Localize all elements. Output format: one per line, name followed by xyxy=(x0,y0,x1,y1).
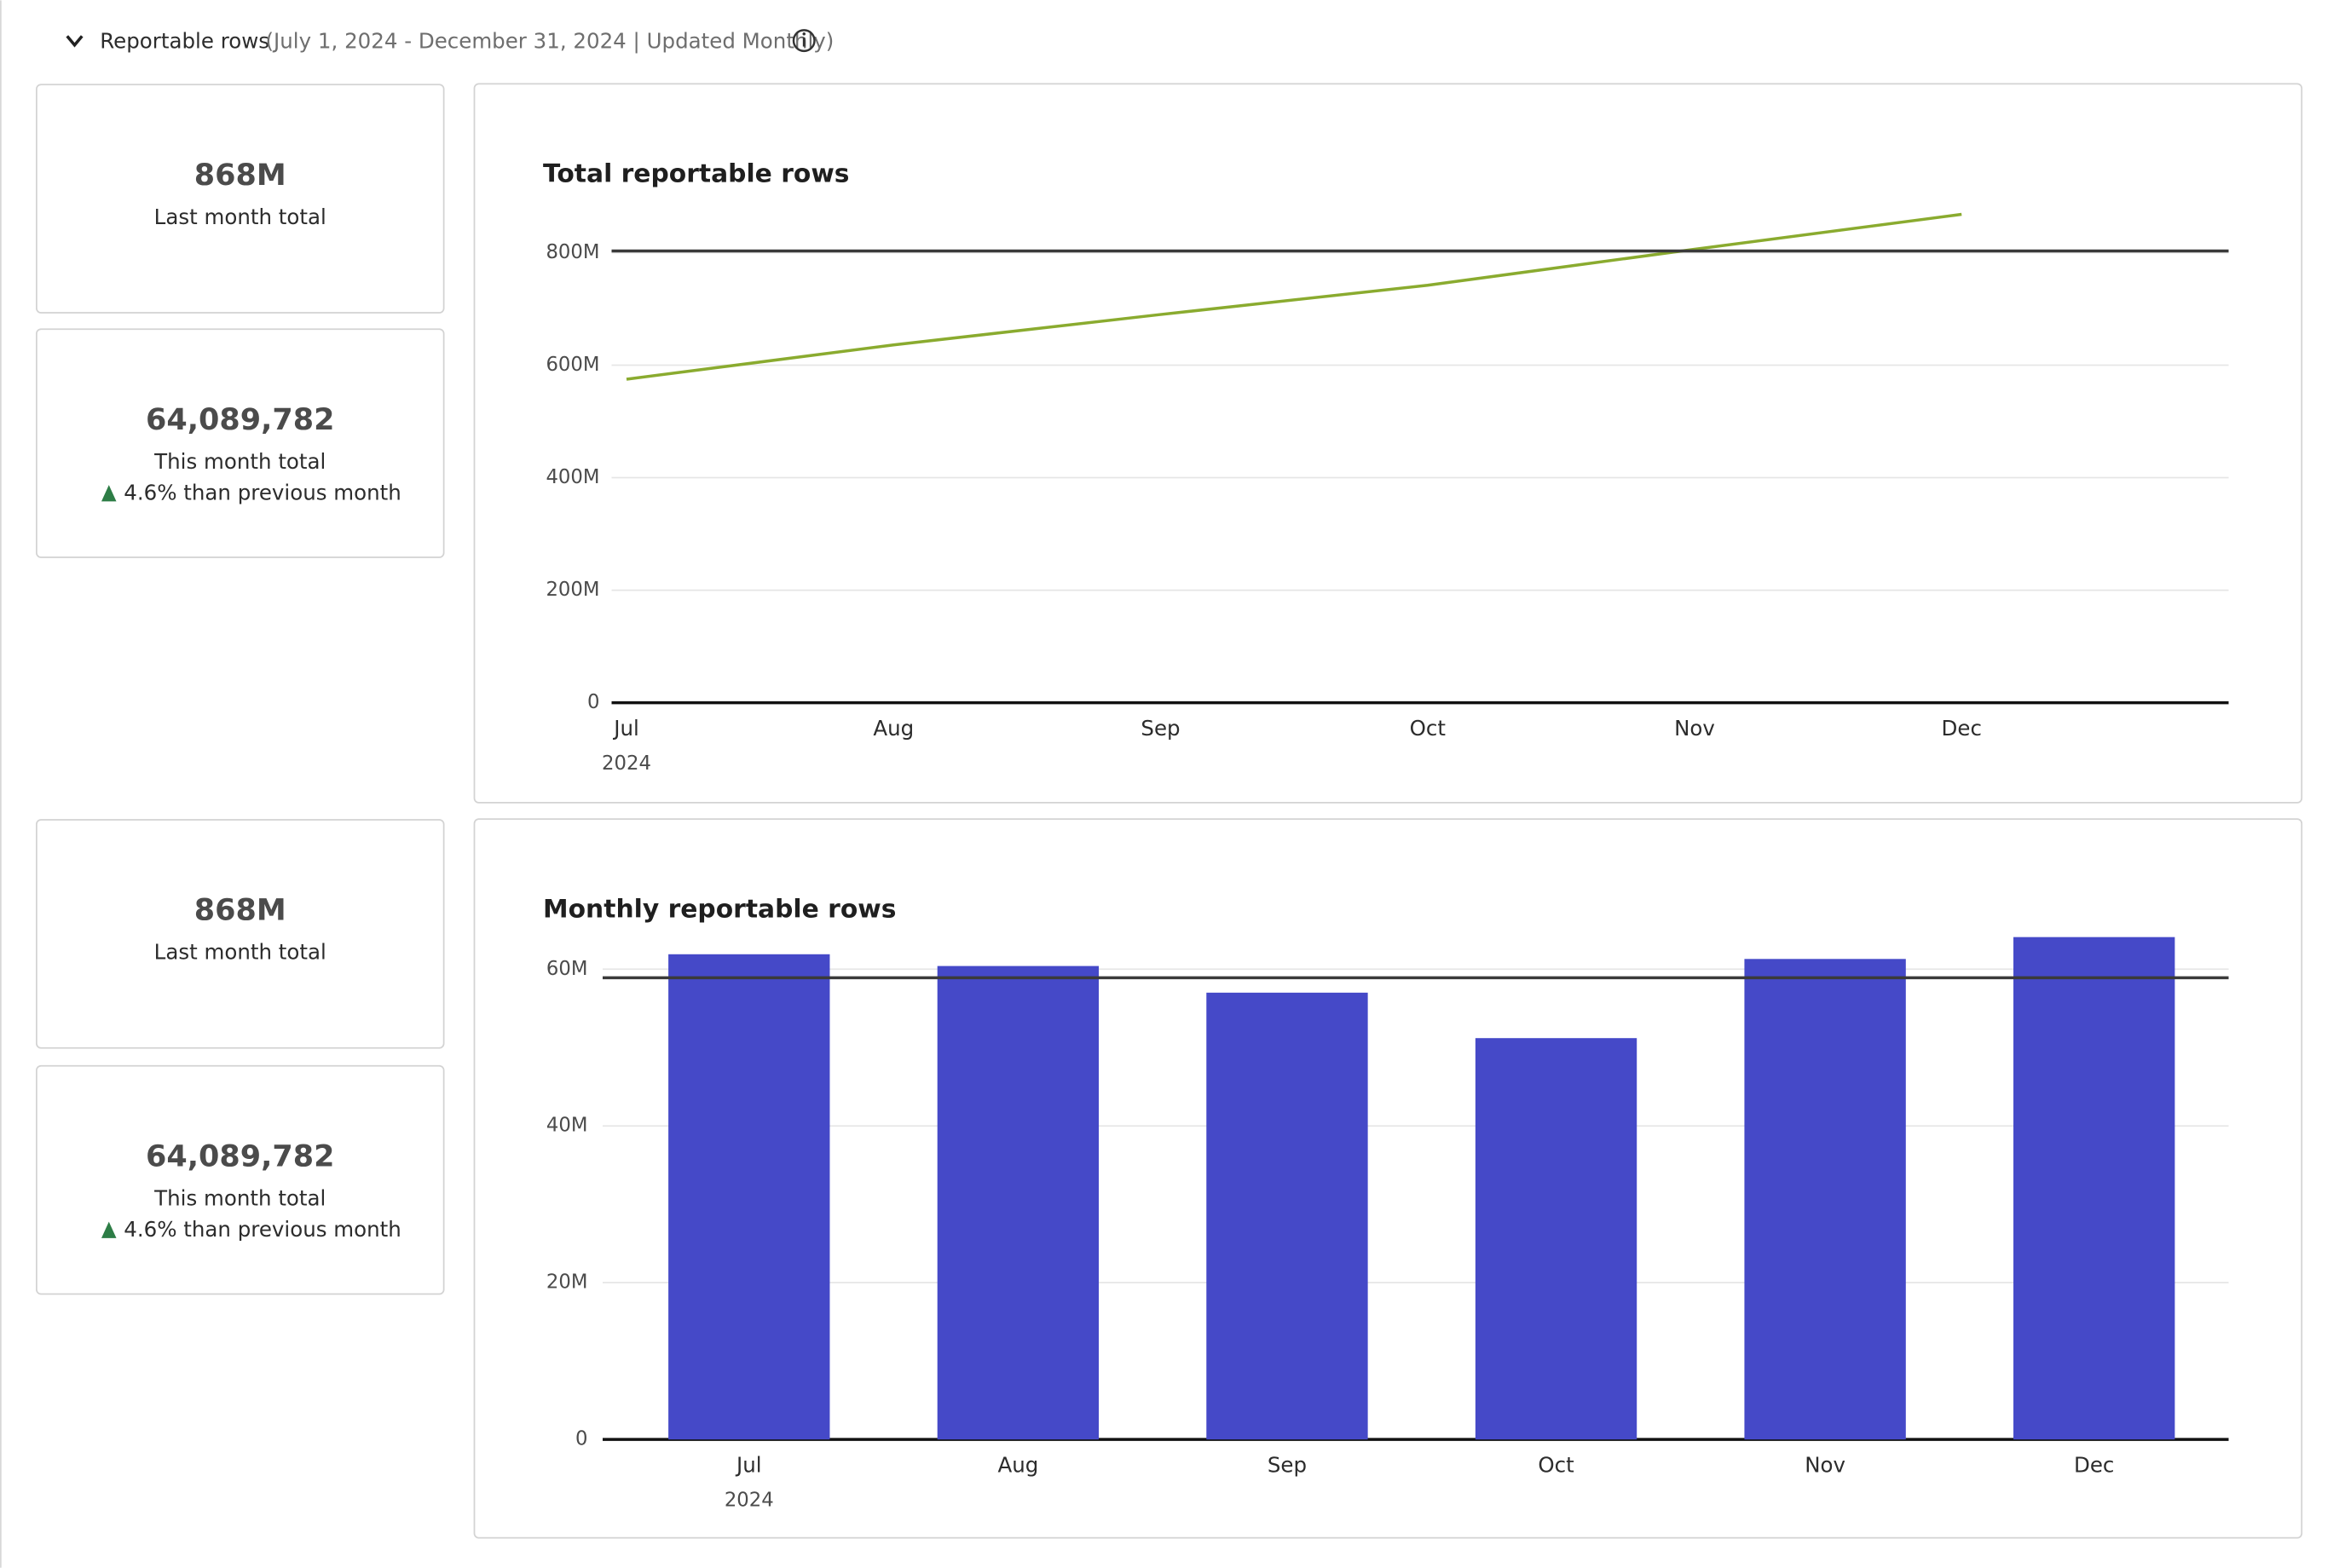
x-tick-label: Nov xyxy=(1805,1453,1845,1478)
bar xyxy=(668,954,830,1440)
x-tick-label: Dec xyxy=(2074,1453,2114,1478)
y-tick-label: 60M xyxy=(546,958,588,980)
kpi-change: 4.6% than previous month xyxy=(124,1217,401,1242)
bar xyxy=(1206,992,1368,1440)
x-tick-label: Oct xyxy=(1410,716,1447,741)
kpi-value: 868M xyxy=(194,894,286,928)
kpi-label: This month total xyxy=(153,1185,326,1210)
section-title: Reportable rows xyxy=(100,28,269,53)
x-tick-label: Sep xyxy=(1141,716,1180,741)
x-year-label: 2024 xyxy=(602,752,651,775)
kpi-card xyxy=(36,819,445,1049)
y-tick-label: 800M xyxy=(546,241,599,263)
y-tick-label: 400M xyxy=(546,466,599,488)
up-triangle xyxy=(101,1221,117,1238)
x-tick-label: Sep xyxy=(1268,1453,1307,1478)
x-year-label: 2024 xyxy=(725,1489,774,1511)
bar xyxy=(2013,937,2175,1440)
x-tick-label: Jul xyxy=(735,1453,762,1478)
chart-title: Monthly reportable rows xyxy=(543,894,896,924)
kpi-card xyxy=(36,84,445,314)
x-tick-label: Oct xyxy=(1538,1453,1574,1478)
x-tick-label: Nov xyxy=(1674,716,1715,741)
kpi-card xyxy=(36,328,445,558)
chart-title: Total reportable rows xyxy=(543,159,850,189)
y-tick-label: 0 xyxy=(587,691,599,713)
bar xyxy=(1475,1038,1637,1440)
x-tick-label: Aug xyxy=(873,716,914,741)
bar xyxy=(937,966,1100,1440)
x-tick-label: Aug xyxy=(997,1453,1038,1478)
x-tick-label: Dec xyxy=(1942,716,1982,741)
x-tick-label: Jul xyxy=(612,716,639,741)
chart-panel xyxy=(473,83,2303,804)
section-subtitle: (July 1, 2024 - December 31, 2024 | Upda… xyxy=(266,28,835,53)
info-icon[interactable] xyxy=(792,29,816,53)
y-tick-label: 600M xyxy=(546,354,599,376)
kpi-label: This month total xyxy=(153,449,326,474)
kpi-label: Last month total xyxy=(154,940,326,965)
kpi-card xyxy=(36,1064,445,1295)
collapse-chevron[interactable] xyxy=(66,35,84,48)
kpi-label: Last month total xyxy=(154,205,326,229)
kpi-change: 4.6% than previous month xyxy=(124,481,401,505)
line-series xyxy=(626,212,1962,381)
up-triangle xyxy=(101,485,117,502)
y-tick-label: 200M xyxy=(546,579,599,601)
kpi-value: 868M xyxy=(194,159,286,193)
y-tick-label: 20M xyxy=(546,1271,588,1294)
y-tick-label: 40M xyxy=(546,1115,588,1137)
bar xyxy=(1744,959,1906,1440)
y-tick-label: 0 xyxy=(575,1428,587,1450)
kpi-value: 64,089,782 xyxy=(146,403,334,437)
kpi-value: 64,089,782 xyxy=(146,1139,334,1173)
